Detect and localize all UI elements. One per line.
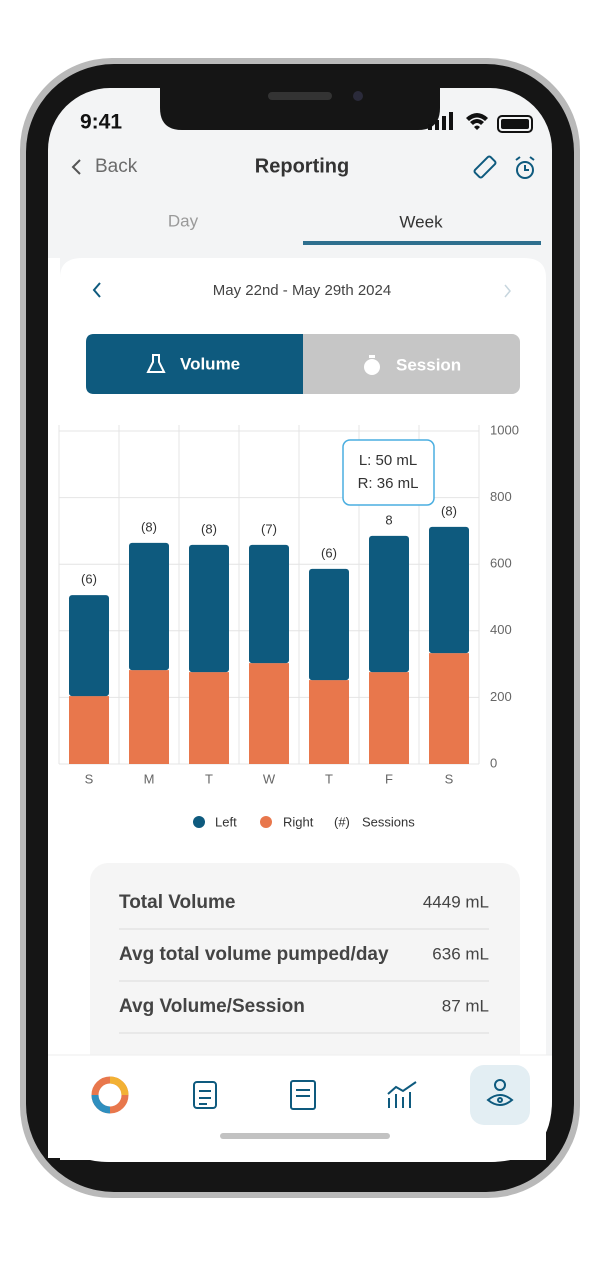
toggle-volume-label[interactable]: Volume (180, 354, 240, 373)
next-week[interactable] (504, 284, 511, 298)
x-tick-label: F (385, 771, 393, 786)
bar-segment (309, 680, 349, 764)
notch (160, 88, 440, 130)
y-tick-label: 800 (490, 489, 512, 504)
camera (353, 91, 363, 101)
toggle-session-label[interactable]: Session (396, 355, 461, 374)
y-tick-label: 600 (490, 556, 512, 571)
tab-indicator (303, 241, 541, 245)
y-tick-label: 200 (490, 689, 512, 704)
bar-segment (129, 670, 169, 764)
legend-right: Right (283, 814, 314, 829)
card-left-fill (48, 258, 60, 1158)
session-label: (8) (201, 521, 217, 536)
nav-book[interactable] (290, 1080, 316, 1110)
y-tick-label: 1000 (490, 422, 519, 437)
y-tick-label: 400 (490, 622, 512, 637)
legend-sessions: Sessions (362, 814, 415, 829)
legend-swatch-left (193, 816, 205, 828)
session-label: (8) (141, 519, 157, 534)
session-label: (8) (441, 503, 457, 518)
bar-segment (189, 672, 229, 764)
bar-segment (189, 544, 229, 673)
alarm-icon[interactable] (515, 156, 535, 179)
nav-profile[interactable] (486, 1079, 514, 1106)
bar-segment (429, 653, 469, 764)
bar-segment (309, 568, 349, 681)
tooltip-left: L: 50 mL (359, 452, 417, 469)
date-range: May 22nd - May 29th 2024 (213, 282, 391, 299)
stat-label: Avg Volume/Session (119, 996, 305, 1017)
stat-label: Avg total volume pumped/day (119, 944, 389, 965)
stat-label: Total Volume (119, 892, 235, 913)
stats-card (90, 863, 520, 1103)
flask-icon (146, 354, 166, 373)
bar-segment (369, 672, 409, 764)
legend-swatch-right (260, 816, 272, 828)
bar-segment (129, 542, 169, 671)
x-tick-label: S (85, 771, 94, 786)
legend-left: Left (215, 814, 237, 829)
bar-segment (369, 535, 409, 673)
tooltip-right: R: 36 mL (358, 475, 419, 492)
ruler-icon[interactable] (473, 155, 497, 179)
bar-segment (429, 526, 469, 654)
bar-chart: 0 200 400 600 800 1000 (6) S (8) M (8) T (7) W (6) T 8 F (… (58, 422, 519, 786)
session-label: (6) (321, 545, 337, 560)
x-tick-label: T (325, 771, 333, 786)
stat-value: 4449 mL (423, 892, 489, 911)
x-tick-label: S (445, 771, 454, 786)
tab-day[interactable]: Day (168, 211, 199, 230)
status-icons (428, 112, 533, 133)
status-time: 9:41 (80, 111, 122, 134)
home-indicator (220, 1133, 390, 1139)
stopwatch-top (369, 355, 375, 358)
bar-segment (69, 595, 109, 697)
x-tick-label: T (205, 771, 213, 786)
tooltip (342, 439, 435, 506)
x-tick-label: W (263, 771, 276, 786)
toggle-volume[interactable] (86, 334, 303, 394)
tab-week[interactable]: Week (399, 212, 443, 231)
speaker (268, 92, 332, 100)
y-tick-label: 0 (490, 755, 497, 770)
back-chevron[interactable] (71, 159, 81, 175)
stopwatch-icon (364, 359, 380, 375)
legend-sessions-symbol: (#) (334, 814, 350, 829)
stats-list: Total Volume 4449 mL Avg total volume pump… (119, 892, 489, 1034)
nav-stats[interactable] (387, 1081, 417, 1108)
x-tick-label: M (144, 771, 155, 786)
stat-value: 87 mL (442, 996, 489, 1015)
back-button[interactable]: Back (95, 156, 138, 177)
session-label: 8 (385, 512, 392, 527)
stat-value: 636 mL (432, 944, 489, 963)
page-title: Reporting (255, 155, 349, 177)
bar-segment (69, 696, 109, 764)
bar-segment (249, 663, 289, 764)
session-label: (6) (81, 572, 97, 587)
nav-home[interactable] (91, 1076, 129, 1114)
bar-segment (249, 544, 289, 664)
prev-week[interactable] (92, 282, 101, 298)
session-label: (7) (261, 521, 277, 536)
nav-checklist[interactable] (193, 1081, 217, 1109)
